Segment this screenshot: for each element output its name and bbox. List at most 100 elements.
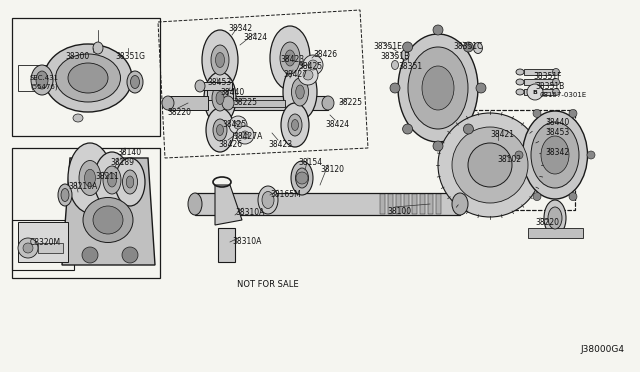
Ellipse shape [202,30,238,90]
Ellipse shape [258,186,278,214]
Ellipse shape [291,119,298,131]
Text: 38165M: 38165M [270,190,301,199]
Text: 38424: 38424 [325,120,349,129]
Circle shape [390,83,400,93]
Bar [524,79,554,85]
Ellipse shape [322,96,334,110]
Bar [207,88,233,100]
Text: C8320M: C8320M [30,238,61,247]
Text: 38421: 38421 [490,130,514,139]
Circle shape [476,83,486,93]
Text: 38154: 38154 [298,158,322,167]
Text: 38211: 38211 [95,172,119,181]
Circle shape [241,131,249,139]
Ellipse shape [285,50,295,66]
Bar [528,228,583,238]
Text: 38300: 38300 [65,52,89,61]
Bar [404,194,409,214]
Ellipse shape [552,89,559,96]
Bar [228,96,328,110]
Ellipse shape [541,136,569,174]
Ellipse shape [84,169,95,187]
Ellipse shape [94,152,130,208]
Ellipse shape [44,44,132,112]
Text: 38351G: 38351G [115,52,145,61]
Ellipse shape [281,103,309,147]
Text: 38351E: 38351E [373,42,402,51]
Ellipse shape [115,158,145,206]
Ellipse shape [552,68,559,76]
Circle shape [569,109,577,118]
Ellipse shape [162,96,174,110]
Bar [455,110,575,210]
Bar [420,194,425,214]
Bar [524,89,554,95]
Text: 38120: 38120 [320,165,344,174]
Ellipse shape [422,66,454,110]
Text: 38425: 38425 [222,120,246,129]
Circle shape [438,113,542,217]
Ellipse shape [206,108,234,152]
Circle shape [18,238,38,258]
Bar [524,69,554,75]
Text: 38427: 38427 [283,70,307,79]
Text: NOT FOR SALE: NOT FOR SALE [237,280,299,289]
Ellipse shape [212,85,228,111]
Ellipse shape [79,160,101,196]
Ellipse shape [188,193,202,215]
Ellipse shape [58,184,72,206]
Ellipse shape [211,45,229,75]
Text: 38453: 38453 [545,128,569,137]
Bar [412,194,417,214]
Bar [18,222,68,262]
Ellipse shape [93,206,123,234]
Ellipse shape [516,69,524,75]
Ellipse shape [31,65,53,95]
Circle shape [229,116,247,134]
Bar [168,96,208,110]
Ellipse shape [548,207,562,229]
Ellipse shape [216,92,224,105]
Bar [195,193,460,215]
Bar [202,82,232,90]
Polygon shape [62,158,155,265]
Ellipse shape [204,72,236,124]
Ellipse shape [516,89,524,95]
Polygon shape [215,185,242,225]
Bar [18,65,68,91]
Text: 38210A: 38210A [68,182,97,191]
Bar [230,100,285,107]
Ellipse shape [222,96,234,110]
Bar [396,194,401,214]
Circle shape [236,126,254,144]
Ellipse shape [103,166,121,194]
Bar [428,194,433,214]
Ellipse shape [288,114,302,136]
Ellipse shape [283,64,317,120]
Circle shape [23,243,33,253]
Circle shape [515,151,523,159]
Ellipse shape [68,63,108,93]
Ellipse shape [401,50,409,60]
Bar [388,194,393,214]
Text: 38423: 38423 [280,55,304,64]
Ellipse shape [408,47,468,129]
Ellipse shape [270,26,310,90]
Ellipse shape [213,119,227,141]
Circle shape [587,151,595,159]
Circle shape [433,141,443,151]
Text: 38351: 38351 [398,62,422,71]
Ellipse shape [122,170,138,194]
Text: 38140: 38140 [117,148,141,157]
Text: 38453: 38453 [207,78,231,87]
Text: (55476): (55476) [30,83,58,90]
Text: 38342: 38342 [545,148,569,157]
Ellipse shape [516,79,524,85]
Text: 38426: 38426 [218,140,242,149]
Text: 38426: 38426 [313,50,337,59]
Circle shape [296,172,308,184]
Ellipse shape [216,125,223,135]
Ellipse shape [73,114,83,122]
Text: 38100: 38100 [387,207,411,216]
Ellipse shape [108,173,116,187]
